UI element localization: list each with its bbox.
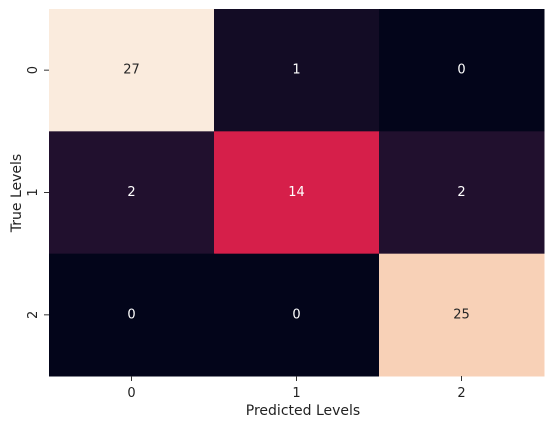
y-tick-label-1: 1 — [26, 188, 41, 196]
x-tick-label-1: 1 — [292, 386, 300, 401]
y-axis-label: True Levels — [9, 154, 25, 233]
cell-value-label-0-0: 27 — [123, 63, 140, 78]
heatmap-cells: 27 1 0 2 14 2 0 0 25 — [49, 9, 545, 377]
y-axis-ticks: 0 1 2 — [26, 66, 49, 319]
heatmap-cell-1-2 — [379, 131, 545, 255]
cell-value-label-0-2: 0 — [457, 63, 465, 78]
cell-value-label-1-1: 14 — [288, 185, 305, 200]
heatmap-cell-1-0 — [49, 131, 215, 255]
x-tick-label-2: 2 — [457, 386, 465, 401]
cell-value-label-2-1: 0 — [292, 307, 300, 322]
heatmap-cell-2-2 — [379, 253, 545, 377]
heatmap-cell-0-2 — [379, 9, 545, 132]
heatmap-cell-2-1 — [214, 253, 380, 377]
cell-value-label-1-2: 2 — [457, 185, 465, 200]
cell-value-label-1-0: 2 — [127, 185, 135, 200]
heatmap-cell-0-0 — [49, 9, 215, 132]
cell-value-label-2-0: 0 — [127, 307, 135, 322]
heatmap-cell-1-1 — [214, 131, 380, 255]
heatmap-cell-0-1 — [214, 9, 380, 132]
cell-value-label-0-1: 1 — [292, 63, 300, 78]
cell-value-label-2-2: 25 — [453, 307, 470, 322]
y-tick-label-2: 2 — [26, 311, 41, 319]
x-tick-label-0: 0 — [127, 386, 135, 401]
y-tick-label-0: 0 — [26, 66, 41, 74]
x-axis-label: Predicted Levels — [246, 403, 360, 419]
heatmap-cell-2-0 — [49, 253, 215, 377]
x-axis-ticks: 0 1 2 — [127, 376, 466, 401]
